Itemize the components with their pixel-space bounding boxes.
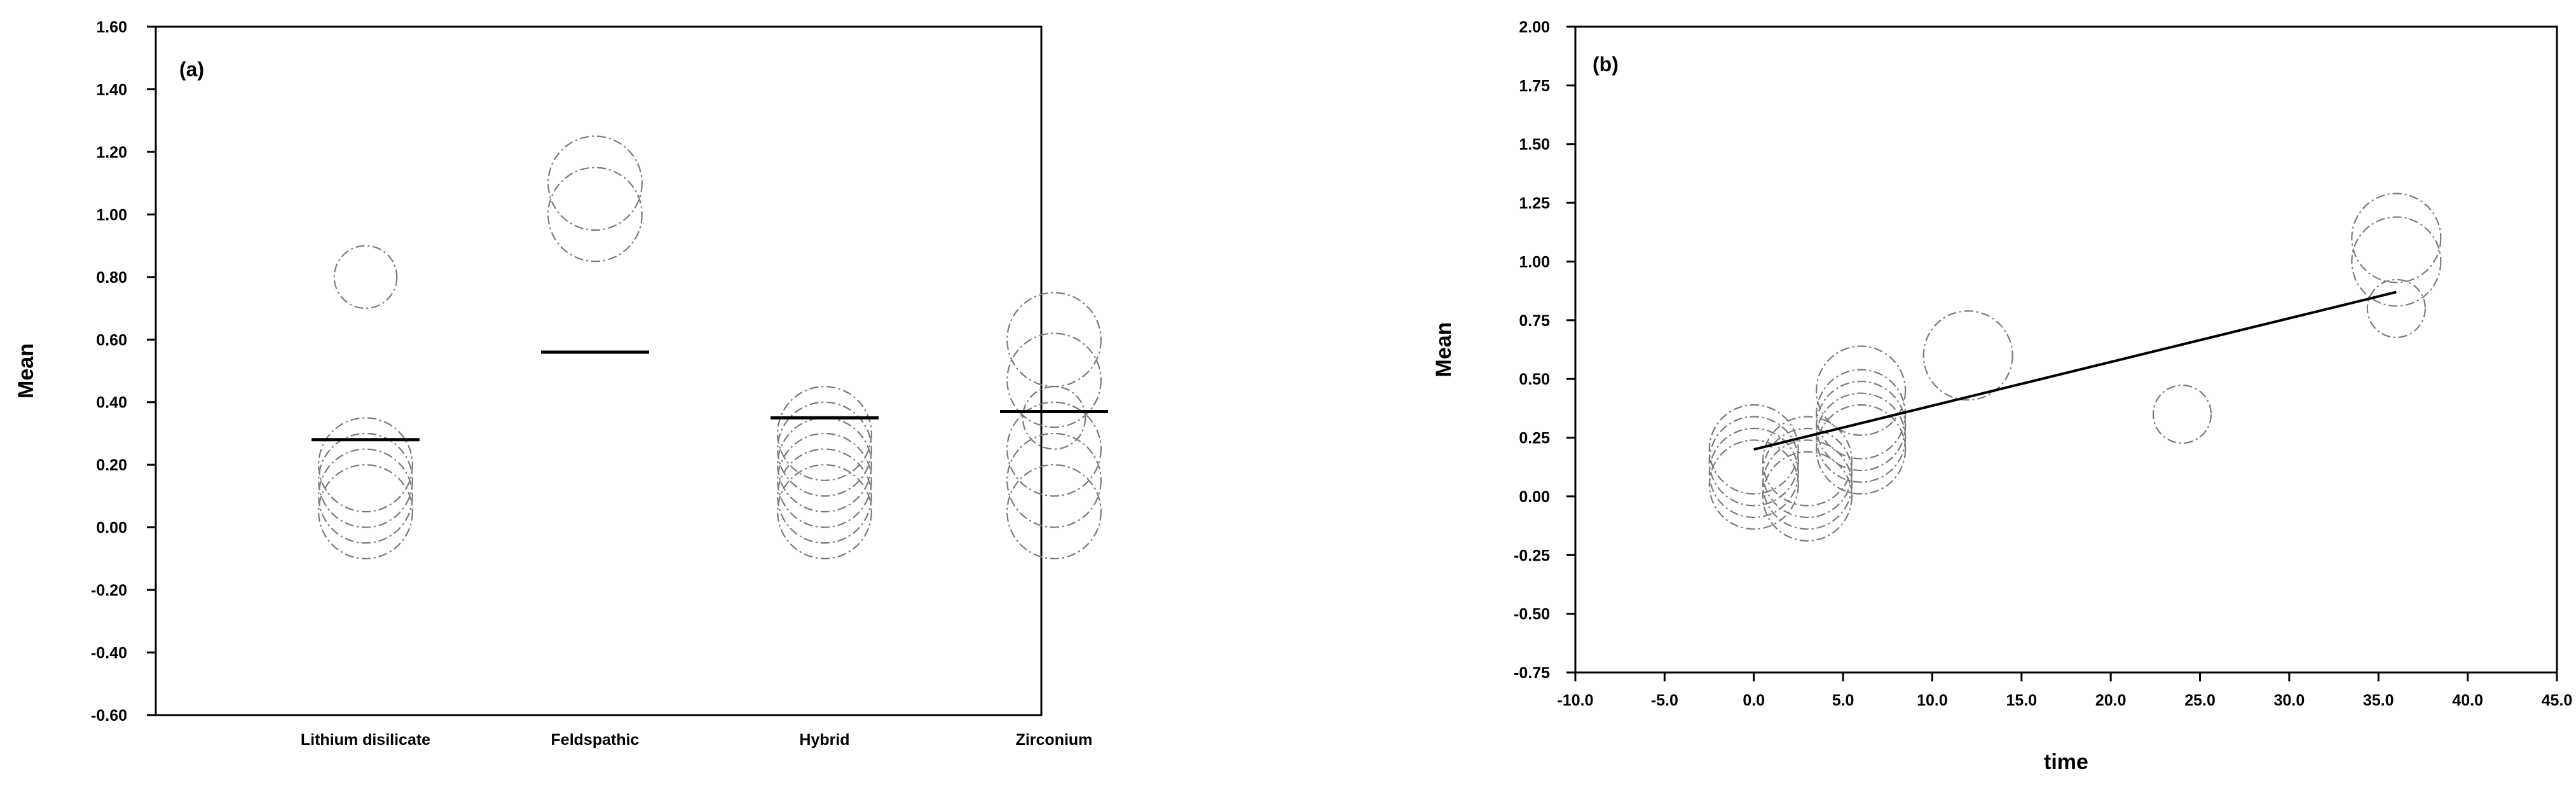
- y-tick-label-a-9: 1.20: [96, 144, 127, 161]
- bubble-1-1: [547, 167, 643, 263]
- bubble-3-4: [1006, 432, 1102, 528]
- bubble-point-14: [2152, 384, 2212, 444]
- y-tick-label-a-4: 0.20: [96, 456, 127, 474]
- y-axis-title-b: Mean: [1432, 322, 1456, 378]
- y-tick-label-a-0: -0.60: [91, 707, 127, 725]
- y-tick-label-a-3: 0.00: [96, 519, 127, 537]
- bubble-point-6: [1762, 439, 1853, 530]
- x-tick-label-b-11: 45.0: [2542, 692, 2573, 709]
- y-tick-label-b-10: 1.75: [1519, 77, 1550, 95]
- y-tick-label-b-5: 0.50: [1519, 371, 1550, 388]
- y-tick-label-b-1: -0.50: [1514, 606, 1550, 624]
- y-tick-label-a-1: -0.40: [91, 645, 127, 662]
- bubble-2-3: [777, 432, 872, 528]
- bubble-3-3: [1006, 401, 1102, 497]
- x-axis-title-b: time: [2044, 750, 2088, 774]
- x-tick-label-b-5: 15.0: [2006, 692, 2037, 709]
- x-tick-label-b-3: 5.0: [1832, 692, 1854, 709]
- y-tick-label-b-7: 1.00: [1519, 253, 1550, 271]
- bubble-point-4: [1762, 416, 1853, 507]
- y-tick-label-b-6: 0.75: [1519, 312, 1550, 330]
- plot-frame-b: [1574, 25, 2558, 674]
- panel-a: -0.60 -0.40 -0.20 0.00 0.20 0.40 0.60 0.80 1.00 1…: [14, 18, 1108, 749]
- y-tick-label-a-6: 0.60: [96, 331, 127, 349]
- bubble-point-15: [2351, 193, 2442, 283]
- bubble-point-8: [1816, 345, 1907, 436]
- y-tick-label-a-8: 1.00: [96, 206, 127, 224]
- bubble-point-9: [1816, 369, 1907, 460]
- bubble-0-1: [318, 417, 413, 513]
- x-tick-label-b-10: 40.0: [2452, 692, 2483, 709]
- panel-label-b: (b): [1593, 53, 1619, 76]
- bubble-point-13: [1922, 310, 2013, 401]
- x-tick-label-b-4: 10.0: [1917, 692, 1948, 709]
- trend-line: [1753, 290, 2397, 451]
- x-tick-label-b-6: 20.0: [2095, 692, 2127, 709]
- bubble-point-3: [1708, 439, 1799, 530]
- bubble-2-4: [777, 448, 872, 544]
- y-axis-title-a: Mean: [14, 343, 38, 399]
- y-tick-label-b-3: 0.00: [1519, 488, 1550, 506]
- bubble-point-16: [2351, 216, 2442, 307]
- y-tick-label-a-7: 0.80: [96, 269, 127, 287]
- plot-frame-a: [154, 25, 1043, 716]
- panel-label-a: (a): [179, 58, 204, 81]
- bubble-0-4: [318, 464, 413, 559]
- bubble-point-1: [1708, 416, 1799, 507]
- bubble-2-2: [777, 417, 872, 513]
- y-tick-label-b-11: 2.00: [1519, 18, 1550, 36]
- x-tick-label-b-9: 35.0: [2363, 692, 2394, 709]
- bubble-point-5: [1762, 427, 1853, 519]
- x-category-label-a-1: Feldspathic: [551, 731, 640, 749]
- y-tick-label-a-5: 0.40: [96, 394, 127, 412]
- y-tick-label-b-0: -0.75: [1514, 664, 1550, 682]
- bubble-2-0: [777, 386, 872, 481]
- bubble-point-0: [1708, 404, 1799, 495]
- bubble-3-1: [1006, 332, 1102, 428]
- x-category-label-a-2: Hybrid: [799, 731, 849, 749]
- bubble-3-5: [1006, 464, 1102, 559]
- y-tick-label-b-4: 0.25: [1519, 430, 1550, 447]
- bubble-3-0: [1006, 292, 1102, 388]
- bubble-point-2: [1708, 427, 1799, 519]
- bubble-0-3: [318, 448, 413, 544]
- x-tick-label-b-8: 30.0: [2274, 692, 2305, 709]
- bubble-2-5: [777, 464, 872, 559]
- bubble-0-0: [333, 245, 398, 310]
- x-tick-label-b-0: -10.0: [1558, 692, 1594, 709]
- x-tick-label-b-1: -5.0: [1651, 692, 1678, 709]
- panel-b: -0.75 -0.50 -0.25 0.00 0.25 0.50 0.75 1.00 1.25 1…: [1432, 18, 2572, 774]
- bubble-point-11: [1816, 392, 1907, 483]
- x-category-label-a-0: Lithium disilicate: [301, 731, 430, 749]
- x-tick-label-b-7: 25.0: [2184, 692, 2216, 709]
- bubble-1-0: [547, 135, 643, 231]
- x-category-label-a-3: Zirconium: [1016, 731, 1093, 749]
- bubble-point-7: [1762, 451, 1853, 542]
- bubble-3-2: [1022, 386, 1086, 450]
- y-tick-label-b-8: 1.25: [1519, 195, 1550, 212]
- y-tick-label-a-11: 1.60: [96, 18, 127, 36]
- bubble-point-12: [1816, 404, 1907, 495]
- bubble-point-10: [1816, 380, 1907, 472]
- bubble-point-17: [2366, 278, 2426, 338]
- y-tick-label-a-2: -0.20: [91, 582, 127, 599]
- y-tick-label-b-2: -0.25: [1514, 547, 1550, 564]
- bubble-2-1: [777, 401, 872, 497]
- y-tick-label-b-9: 1.50: [1519, 136, 1550, 154]
- bubble-0-2: [318, 432, 413, 528]
- y-tick-label-a-10: 1.40: [96, 81, 127, 99]
- x-tick-label-b-2: 0.0: [1743, 692, 1765, 709]
